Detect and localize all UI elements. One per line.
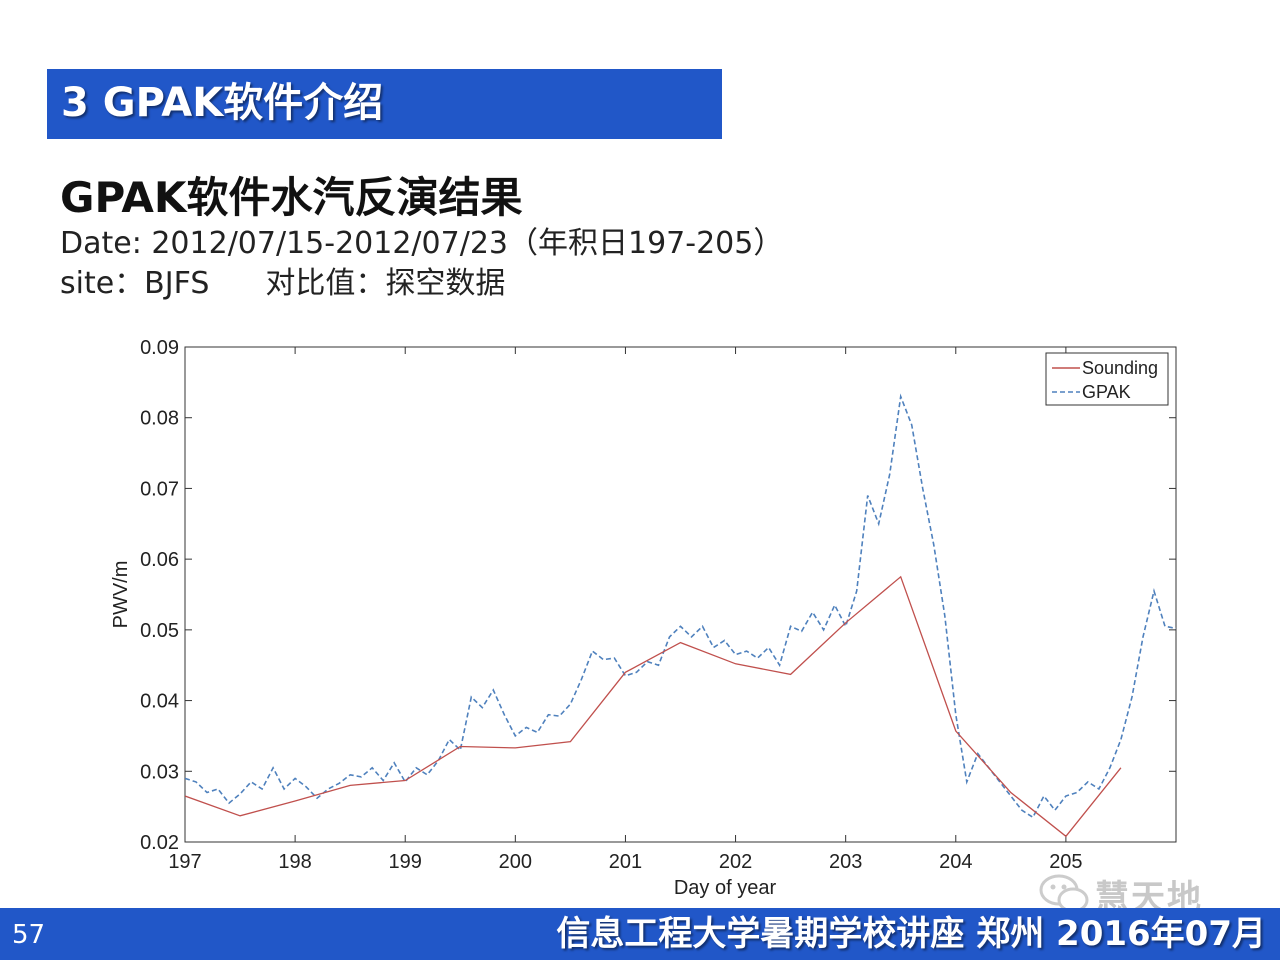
x-tick-label: 199: [389, 851, 422, 873]
y-tick-label: 0.05: [140, 620, 179, 642]
compare-label: 对比值：探空数据: [265, 266, 506, 301]
x-tick-label: 200: [499, 851, 532, 873]
y-tick-label: 0.03: [140, 761, 179, 783]
slide-heading: GPAK软件水汽反演结果: [60, 173, 523, 222]
x-tick-label: 202: [719, 851, 752, 873]
y-tick-label: 0.06: [140, 549, 179, 571]
plot-frame: [184, 346, 1177, 843]
legend-box: [1045, 352, 1169, 406]
footer-text: 信息工程大学暑期学校讲座 郑州 2016年07月: [556, 914, 1266, 954]
section-header-band: 3 GPAK软件介绍: [47, 69, 722, 139]
footer-band: 57 信息工程大学暑期学校讲座 郑州 2016年07月: [0, 908, 1280, 960]
x-tick-label: 197: [168, 851, 201, 873]
date-range-text: Date: 2012/07/15-2012/07/23（年积日197-205）: [60, 226, 784, 261]
y-axis-label: PWV/m: [110, 561, 132, 629]
page-number: 57: [12, 920, 46, 950]
x-tick-label: 198: [278, 851, 311, 873]
x-tick-label: 205: [1049, 851, 1082, 873]
y-tick-label: 0.08: [140, 408, 179, 430]
wechat-icon: [1039, 874, 1089, 913]
legend-label-gpak: GPAK: [1082, 382, 1131, 402]
site-label: site：BJFS: [60, 266, 210, 301]
section-title: 3 GPAK软件介绍: [61, 80, 384, 126]
legend-label-sounding: Sounding: [1082, 358, 1158, 378]
x-tick-label: 201: [609, 851, 642, 873]
y-tick-label: 0.02: [140, 832, 179, 854]
series-line-sounding: [185, 575, 1122, 838]
site-info-line: site：BJFS 对比值：探空数据: [60, 265, 505, 303]
x-axis-label: Day of year: [674, 877, 777, 899]
y-tick-label: 0.09: [140, 337, 179, 359]
x-tick-label: 204: [939, 851, 972, 873]
x-tick-label: 203: [829, 851, 862, 873]
y-tick-label: 0.07: [140, 478, 179, 500]
series-line-gpak: [185, 393, 1176, 819]
pwv-line-chart: 197 198 199 200 201 202 203 204 205 0.02 0.03 0.04 0…: [110, 337, 1177, 899]
y-tick-label: 0.04: [140, 691, 179, 713]
